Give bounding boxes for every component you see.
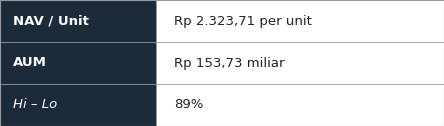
- Text: AUM: AUM: [12, 56, 46, 70]
- Bar: [156, 0, 444, 42]
- Bar: [0, 42, 156, 84]
- Text: Hi – Lo: Hi – Lo: [12, 99, 57, 112]
- Text: 89%: 89%: [174, 99, 203, 112]
- Text: Rp 2.323,71 per unit: Rp 2.323,71 per unit: [174, 14, 312, 27]
- Bar: [0, 84, 156, 126]
- Text: NAV / Unit: NAV / Unit: [12, 14, 88, 27]
- Bar: [156, 42, 444, 84]
- Bar: [156, 84, 444, 126]
- Bar: [0, 0, 156, 42]
- Text: Rp 153,73 miliar: Rp 153,73 miliar: [174, 56, 285, 70]
